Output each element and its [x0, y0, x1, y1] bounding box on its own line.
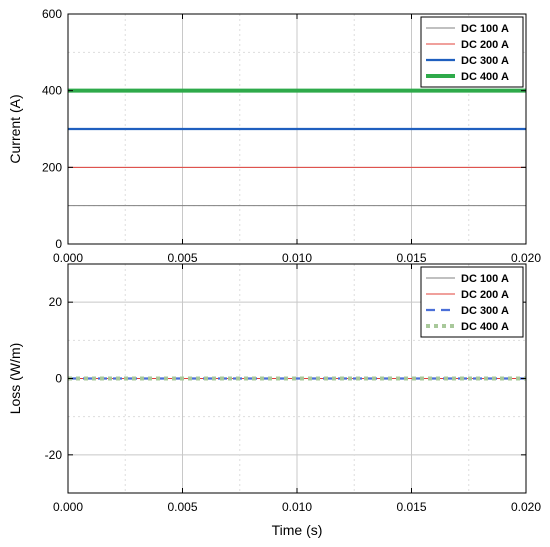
x-tick-label: 0.020 — [511, 251, 541, 265]
y-tick-label: -20 — [45, 448, 63, 462]
x-axis-label: Time (s) — [272, 522, 323, 538]
legend-label: DC 300 A — [461, 55, 509, 67]
legend: DC 100 A DC 200 A DC 300 A DC 400 A — [420, 16, 524, 88]
chart-panel-1: 0.000 0.005 0.010 0.015 0.020 0 200 400 600 Curre… — [7, 7, 541, 265]
legend-label: DC 400 A — [461, 71, 509, 83]
chart-panel-2: 0.000 0.005 0.010 0.015 0.020 -20 0 20 Loss (W/m… — [7, 263, 541, 538]
x-tick-label: 0.005 — [167, 500, 197, 514]
legend-label: DC 200 A — [461, 39, 509, 51]
x-tick-label: 0.020 — [511, 500, 541, 514]
y-tick-label: 200 — [42, 160, 62, 174]
x-tick-label: 0.010 — [282, 251, 312, 265]
x-tick-label: 0.000 — [53, 500, 83, 514]
x-tick-label: 0.010 — [282, 500, 312, 514]
y-tick-label: 0 — [55, 372, 62, 386]
x-tick-label: 0.015 — [396, 500, 426, 514]
x-tick-label: 0.015 — [396, 251, 426, 265]
legend-label: DC 400 A — [461, 321, 509, 333]
y-axis-label: Current (A) — [7, 94, 23, 163]
y-tick-label: 600 — [42, 7, 62, 21]
legend: DC 100 A DC 200 A DC 300 A DC 400 A — [420, 266, 524, 338]
y-axis-label: Loss (W/m) — [7, 343, 23, 415]
legend-label: DC 100 A — [461, 273, 509, 285]
x-tick-label: 0.000 — [53, 251, 83, 265]
y-tick-label: 20 — [49, 295, 63, 309]
y-tick-label: 400 — [42, 84, 62, 98]
x-tick-label: 0.005 — [167, 251, 197, 265]
legend-label: DC 100 A — [461, 23, 509, 35]
series-group — [68, 88, 526, 207]
y-tick-label: 0 — [55, 237, 62, 251]
legend-label: DC 200 A — [461, 289, 509, 301]
legend-label: DC 300 A — [461, 305, 509, 317]
